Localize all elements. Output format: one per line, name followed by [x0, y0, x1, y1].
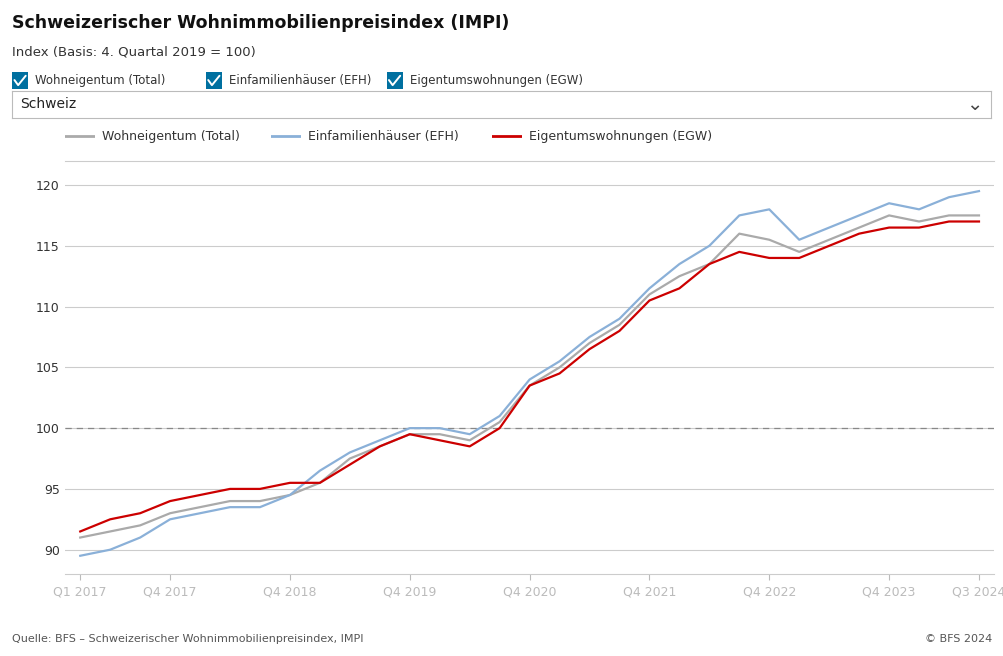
Text: © BFS 2024: © BFS 2024 [924, 634, 991, 644]
Text: Index (Basis: 4. Quartal 2019 = 100): Index (Basis: 4. Quartal 2019 = 100) [12, 46, 256, 59]
Text: Wohneigentum (Total): Wohneigentum (Total) [102, 130, 240, 143]
Text: Quelle: BFS – Schweizerischer Wohnimmobilienpreisindex, IMPI: Quelle: BFS – Schweizerischer Wohnimmobi… [12, 634, 363, 644]
Text: Schweiz: Schweiz [20, 97, 76, 112]
Text: Schweizerischer Wohnimmobilienpreisindex (IMPI): Schweizerischer Wohnimmobilienpreisindex… [12, 14, 509, 32]
Text: Eigentumswohnungen (EGW): Eigentumswohnungen (EGW) [409, 73, 582, 87]
Text: ⌄: ⌄ [965, 95, 981, 113]
Text: Wohneigentum (Total): Wohneigentum (Total) [35, 73, 165, 87]
Text: Eigentumswohnungen (EGW): Eigentumswohnungen (EGW) [529, 130, 711, 143]
Text: Einfamilienhäuser (EFH): Einfamilienhäuser (EFH) [308, 130, 458, 143]
Text: Einfamilienhäuser (EFH): Einfamilienhäuser (EFH) [229, 73, 371, 87]
